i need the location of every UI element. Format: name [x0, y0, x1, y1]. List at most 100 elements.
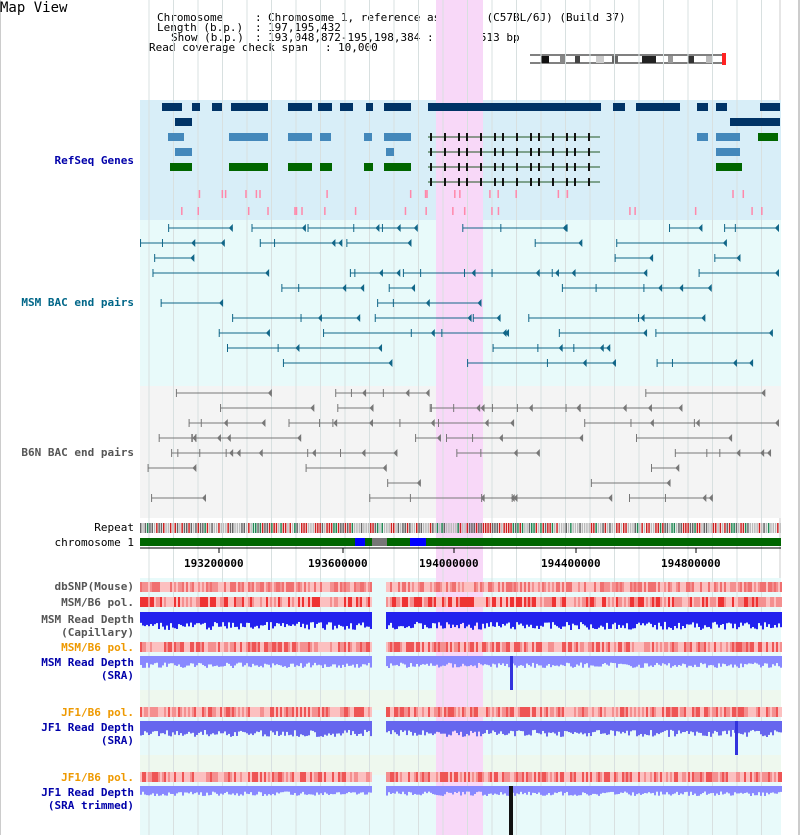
- jf1-b6-pol-trimmed-track: [760, 772, 762, 782]
- msm-b6-pol-sra-track: [508, 642, 510, 652]
- jf1-b6-pol-trimmed-track: [434, 772, 436, 782]
- msm-b6-pol-track: [480, 597, 482, 607]
- msm-depth-sra-track: [264, 656, 266, 664]
- jf1-depth-sra-track: [504, 721, 506, 735]
- msm-depth-capillary-track: [420, 612, 422, 623]
- msm-depth-sra-track: [722, 656, 724, 664]
- jf1-depth-trimmed-track: [612, 786, 614, 792]
- jf1-b6-pol-track: [454, 707, 456, 717]
- repeat-feature: [713, 523, 715, 533]
- dbsnp-track: [194, 582, 196, 592]
- jf1-b6-pol-trimmed-track: [186, 772, 188, 782]
- jf1-depth-sra-track: [492, 721, 494, 731]
- repeat-feature: [628, 523, 630, 533]
- dbsnp-track: [206, 582, 208, 592]
- jf1-b6-pol-track: [650, 707, 652, 717]
- msm-depth-capillary-track: [218, 612, 220, 627]
- jf1-b6-pol-track: [276, 707, 278, 717]
- jf1-b6-pol-track: [698, 707, 700, 717]
- repeat-feature: [181, 523, 183, 533]
- jf1-depth-sra-track: [142, 721, 144, 735]
- jf1-b6-pol-track: [484, 707, 486, 717]
- jf1-depth-sra-track: [708, 721, 710, 732]
- msm-b6-pol-sra-track: [686, 642, 688, 652]
- repeat-feature: [759, 523, 761, 533]
- msm-bac-track-label[interactable]: MSM BAC end pairs: [21, 296, 134, 309]
- repeat-feature: [255, 523, 257, 533]
- jf1-depth-trimmed-track: [154, 786, 156, 796]
- msm-b6-pol-track: [312, 597, 314, 607]
- jf1-b6-pol-trimmed-track: [224, 772, 226, 782]
- msm-depth-sra-track: [514, 656, 516, 665]
- msm-depth-sra-track: [676, 656, 678, 667]
- msm-b6-pol-sra-track: [696, 642, 698, 652]
- repeat-feature: [306, 523, 308, 533]
- msm-b6-pol-sra-track: [240, 642, 242, 652]
- jf1-b6-pol-trimmed-track: [190, 772, 192, 782]
- msm-b6-pol-sra-track: [610, 642, 612, 652]
- jf1-depth-sra-track: [570, 721, 572, 733]
- jf1-b6-pol-trimmed-track: [312, 772, 314, 782]
- msm-depth-sra-track: [400, 656, 402, 663]
- msm-depth-capillary-track: [250, 612, 252, 628]
- dbsnp-track: [414, 582, 416, 592]
- msm-depth-capillary-track: [324, 612, 326, 630]
- msm-b6-pol-track: [774, 597, 776, 607]
- msm-b6-pol-track: [476, 597, 478, 607]
- jf1-b6-pol-trimmed-track: [772, 772, 774, 782]
- jf1-b6-pol-trimmed-track: [770, 772, 772, 782]
- dbsnp-track: [166, 582, 168, 592]
- jf1-depth-sra-track: [642, 721, 644, 737]
- jf1-b6-pol-track: [176, 707, 178, 717]
- msm-b6-pol-track: [736, 597, 738, 607]
- msm-depth-capillary-track: [774, 612, 776, 625]
- jf1-b6-pol-trimmed-track: [424, 772, 426, 782]
- jf1-depth-sra-track: [368, 721, 370, 731]
- repeat-feature: [179, 523, 181, 533]
- msm-b6-pol-track: [720, 597, 722, 607]
- jf1-b6-pol-track: [332, 707, 334, 717]
- repeat-feature: [614, 523, 616, 533]
- repeat-feature: [699, 523, 701, 533]
- dbsnp-track: [276, 582, 278, 592]
- jf1-depth-sra-track: [212, 721, 214, 733]
- msm-depth-sra-track: [142, 656, 144, 668]
- jf1-b6-pol-trimmed-track: [720, 772, 722, 782]
- dbsnp-track: [574, 582, 576, 592]
- jf1-depth-sra-track: [274, 721, 276, 735]
- refseq-track-label[interactable]: RefSeq Genes: [55, 154, 134, 167]
- msm-depth-sra-track: [498, 656, 500, 663]
- dbsnp-track: [696, 582, 698, 592]
- msm-depth-capillary-track: [524, 612, 526, 628]
- msm-depth-capillary-track: [280, 612, 282, 626]
- dbsnp-track: [520, 582, 522, 592]
- jf1-depth-sra-track: [268, 721, 270, 736]
- jf1-depth-trimmed-track: [680, 786, 682, 793]
- msm-b6-pol-track: [238, 597, 240, 607]
- jf1-depth-trimmed-track: [456, 786, 458, 793]
- repeat-feature: [310, 523, 312, 533]
- jf1-depth-trimmed-track: [250, 786, 252, 792]
- refseq-tick: [301, 207, 303, 215]
- repeat-feature: [513, 523, 515, 533]
- msm-depth-sra-track: [664, 656, 666, 664]
- msm-b6-pol-track: [168, 597, 170, 607]
- jf1-b6-pol-trimmed-track: [310, 772, 312, 782]
- msm-depth-capillary-track: [276, 612, 278, 623]
- jf1-b6-pol-trimmed-track: [400, 772, 402, 782]
- jf1-depth-sra-track: [406, 721, 408, 735]
- msm-b6-pol-track: [682, 597, 684, 607]
- jf1-b6-pol-track: [166, 707, 168, 717]
- b6n-bac-track-label[interactable]: B6N BAC end pairs: [21, 446, 134, 459]
- jf1-depth-sra-track: [608, 721, 610, 734]
- msm-b6-pol-track: [638, 597, 640, 607]
- refseq-tick: [489, 190, 491, 198]
- msm-b6-pol-sra-track: [646, 642, 648, 652]
- jf1-b6-pol-trimmed-track: [550, 772, 552, 782]
- dbsnp-track: [442, 582, 444, 592]
- msm-depth-capillary-track: [444, 612, 446, 628]
- jf1-depth-sra-track: [712, 721, 714, 734]
- dbsnp-track: [350, 582, 352, 592]
- jf1-depth-sra-track: [430, 721, 432, 733]
- jf1-b6-pol-track: [336, 707, 338, 717]
